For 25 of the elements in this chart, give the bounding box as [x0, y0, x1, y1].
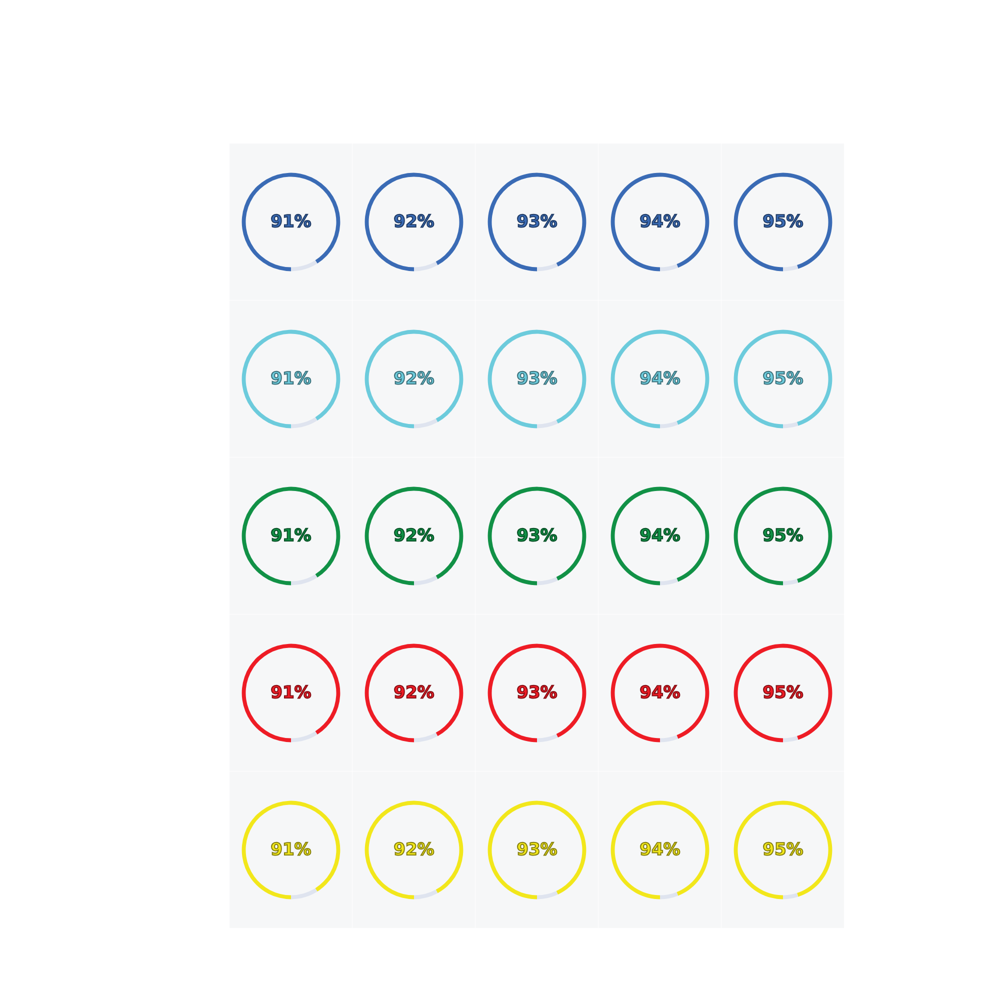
text: 93% — [516, 683, 558, 703]
text: 95% — [762, 683, 804, 703]
text: 94% — [640, 683, 680, 703]
text: 91% — [270, 369, 312, 389]
text: 94% — [640, 526, 680, 546]
text: 93% — [516, 840, 558, 860]
text: 93% — [516, 369, 558, 389]
text: 95% — [762, 369, 804, 389]
text: 95% — [762, 212, 804, 232]
text: 92% — [394, 840, 434, 860]
text: 92% — [394, 212, 434, 232]
text: 91% — [270, 526, 312, 546]
text: 94% — [640, 212, 680, 232]
text: 92% — [394, 526, 434, 546]
text: 92% — [394, 683, 434, 703]
text: 91% — [270, 683, 312, 703]
text: 94% — [640, 840, 680, 860]
text: 93% — [516, 526, 558, 546]
text: 94% — [640, 369, 680, 389]
text: 92% — [394, 369, 434, 389]
text: 93% — [516, 212, 558, 232]
text: 95% — [762, 526, 804, 546]
text: 91% — [270, 212, 312, 232]
text: 95% — [762, 840, 804, 860]
text: 91% — [270, 840, 312, 860]
